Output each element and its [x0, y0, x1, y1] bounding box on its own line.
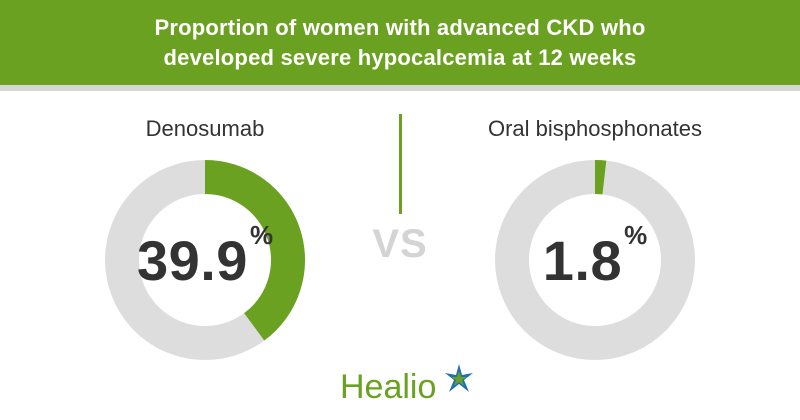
header-underline — [0, 85, 800, 91]
bisphosphonates-label: Oral bisphosphonates — [487, 116, 703, 141]
bisphosphonates-value-arc — [594, 159, 607, 195]
healio-logo: Healio — [340, 362, 480, 410]
denosumab-value: 39.9% — [105, 160, 305, 360]
denosumab-label: Denosumab — [145, 116, 265, 141]
vs-label: VS — [372, 222, 428, 266]
healio-logo-text: Healio — [340, 368, 437, 406]
denosumab-donut-chart: 39.9% — [105, 160, 305, 360]
bisphosphonates-percent-sign: % — [624, 220, 648, 250]
denosumab-donut-svg — [105, 160, 305, 360]
bisphosphonates-donut-chart: 1.8% — [495, 159, 695, 360]
bisphosphonates-value-number: 1.8 — [542, 228, 623, 292]
vs-divider-line — [399, 114, 402, 214]
bisphosphonates-donut-svg — [495, 159, 695, 360]
chart-title-line-1: Proportion of women with advanced CKD wh… — [154, 14, 646, 40]
bisphosphonates-value: 1.8% — [495, 160, 695, 360]
denosumab-value-number: 39.9 — [136, 228, 248, 292]
denosumab-percent-sign: % — [249, 220, 274, 250]
denosumab-value-arc — [204, 160, 305, 341]
header-banner: Proportion of women with advanced CKD wh… — [0, 0, 800, 85]
chart-title-line-2: developed severe hypocalcemia at 12 week… — [163, 44, 637, 70]
healio-star-icon — [445, 364, 473, 392]
